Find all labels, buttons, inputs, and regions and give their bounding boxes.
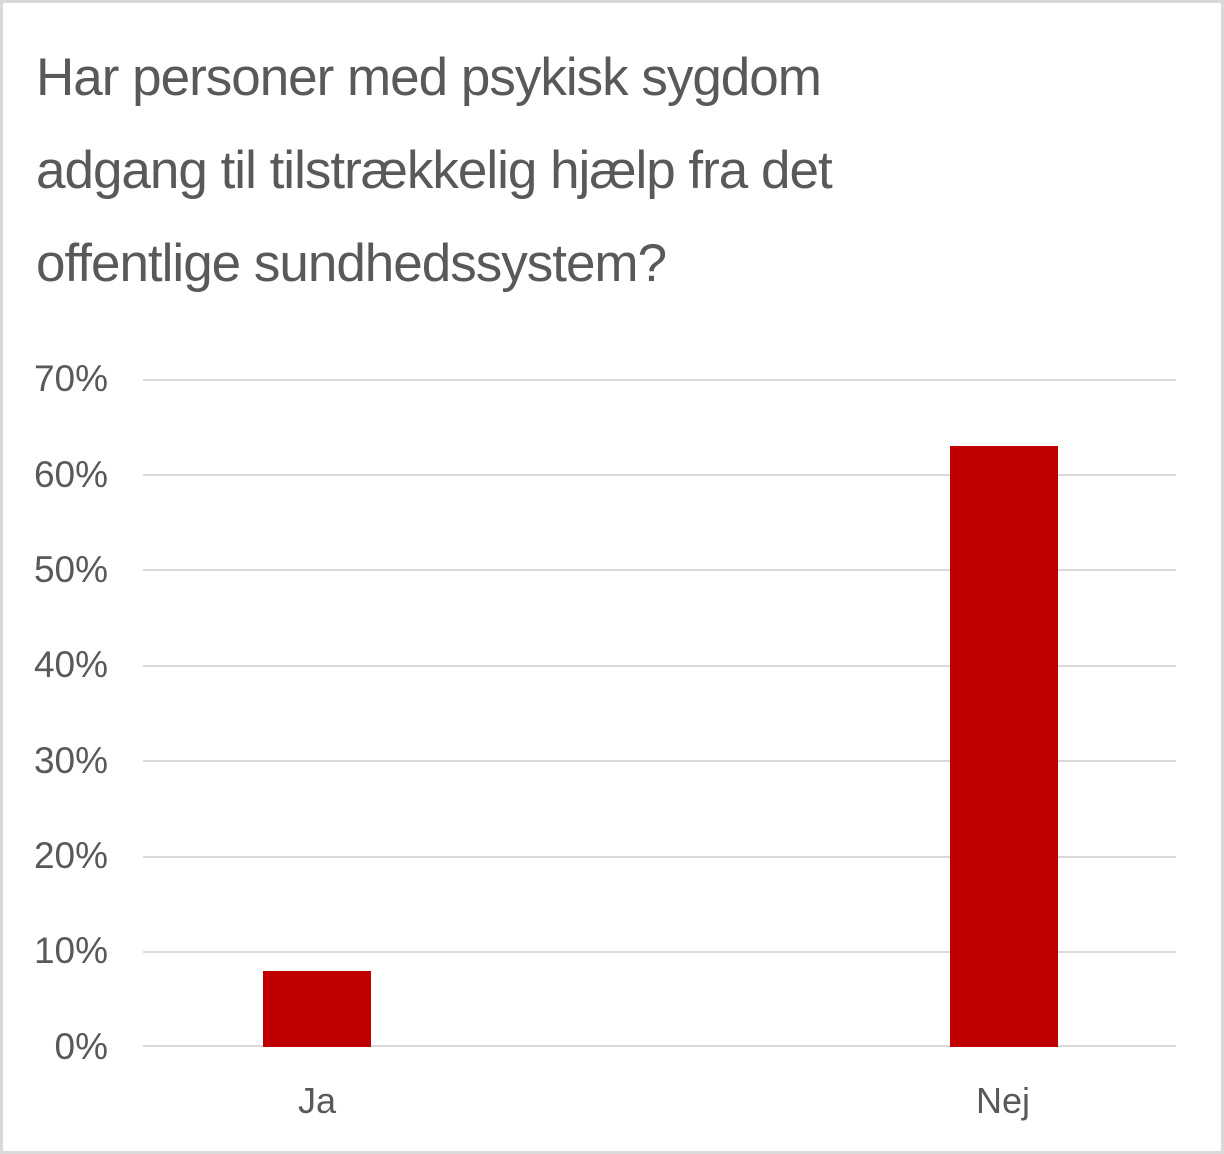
chart-title-line: Har personer med psykisk sygdom <box>36 48 822 107</box>
y-axis-label: 60% <box>33 454 108 495</box>
y-axis-label: 50% <box>33 549 108 590</box>
gridline <box>143 856 1176 858</box>
chart-title-line: adgang til tilstrækkelig hjælp fra det <box>36 141 833 200</box>
chart-title-line: offentlige sundhedssystem? <box>36 234 667 293</box>
gridline <box>143 951 1176 953</box>
gridline <box>143 665 1176 667</box>
x-axis-label-ja: Ja <box>297 1080 337 1121</box>
y-axis-label: 70% <box>33 358 108 399</box>
gridline <box>143 474 1176 476</box>
bar-ja <box>263 970 371 1047</box>
gridline <box>143 569 1176 571</box>
y-axis-label: 0% <box>54 1026 108 1067</box>
gridline <box>143 760 1176 762</box>
plot-area <box>143 379 1176 1047</box>
y-axis-label: 40% <box>33 644 108 685</box>
y-axis-label: 10% <box>33 930 108 971</box>
y-axis-label: 30% <box>33 740 108 781</box>
x-axis-label-nej: Nej <box>975 1080 1031 1121</box>
gridline <box>143 379 1176 381</box>
gridline <box>143 1045 1176 1047</box>
chart-title: Har personer med psykisk sygdom adgang t… <box>36 31 1156 310</box>
y-axis-label: 20% <box>33 835 108 876</box>
bar-nej <box>950 445 1058 1047</box>
